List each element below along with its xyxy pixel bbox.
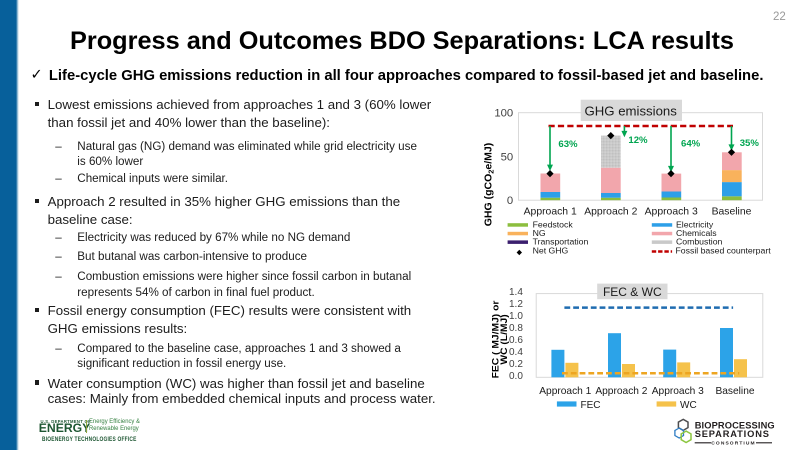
svg-text:GHG (gCO2e/MJ): GHG (gCO2e/MJ) (483, 143, 496, 227)
svg-text:FEC & WC: FEC & WC (603, 285, 662, 299)
svg-text:BIOPROCESSING: BIOPROCESSING (695, 420, 775, 430)
svg-text:Approach 1: Approach 1 (524, 206, 577, 217)
svg-text:Baseline: Baseline (715, 386, 754, 397)
svg-text:1.2: 1.2 (509, 299, 523, 310)
svg-text:1.4: 1.4 (509, 287, 523, 298)
svg-text:Net GHG: Net GHG (533, 245, 569, 255)
svg-text:FEC: FEC (581, 400, 601, 411)
svg-text:SEPARATIONS: SEPARATIONS (695, 429, 770, 439)
svg-text:100: 100 (494, 108, 513, 120)
svg-text:1.0: 1.0 (509, 311, 523, 322)
svg-text:0.2: 0.2 (509, 359, 523, 370)
svg-text:Feedstock: Feedstock (533, 220, 574, 230)
svg-text:64%: 64% (681, 139, 701, 150)
svg-text:Approach 3: Approach 3 (645, 206, 698, 217)
svg-text:CONSORTIUM: CONSORTIUM (711, 440, 755, 446)
svg-text:Approach 3: Approach 3 (652, 386, 704, 397)
svg-text:Combustion: Combustion (676, 237, 723, 247)
svg-text:35%: 35% (740, 138, 760, 149)
svg-text:Chemicals: Chemicals (676, 228, 717, 238)
svg-text:WC (L/MJ): WC (L/MJ) (499, 314, 510, 364)
svg-text:50: 50 (501, 151, 514, 163)
svg-text:Approach 1: Approach 1 (539, 386, 591, 397)
svg-text:0.4: 0.4 (509, 347, 523, 358)
svg-text:0.0: 0.0 (509, 371, 523, 382)
svg-text:GHG emissions: GHG emissions (585, 104, 678, 119)
svg-text:WC: WC (680, 400, 697, 411)
svg-text:12%: 12% (628, 135, 648, 146)
svg-text:0.8: 0.8 (509, 323, 523, 334)
svg-text:FEC ( MJ/MJ) or: FEC ( MJ/MJ) or (491, 300, 502, 378)
svg-text:Electricity: Electricity (676, 220, 714, 230)
svg-text:Baseline: Baseline (712, 206, 752, 217)
svg-text:NG: NG (533, 228, 546, 238)
svg-text:0.6: 0.6 (509, 335, 523, 346)
svg-text:0: 0 (507, 195, 513, 207)
svg-text:Fossil based counterpart: Fossil based counterpart (676, 245, 772, 255)
svg-text:Approach 2: Approach 2 (595, 386, 647, 397)
svg-text:Transportation: Transportation (533, 237, 589, 247)
svg-text:63%: 63% (558, 139, 578, 150)
svg-text:Approach 2: Approach 2 (584, 206, 637, 217)
